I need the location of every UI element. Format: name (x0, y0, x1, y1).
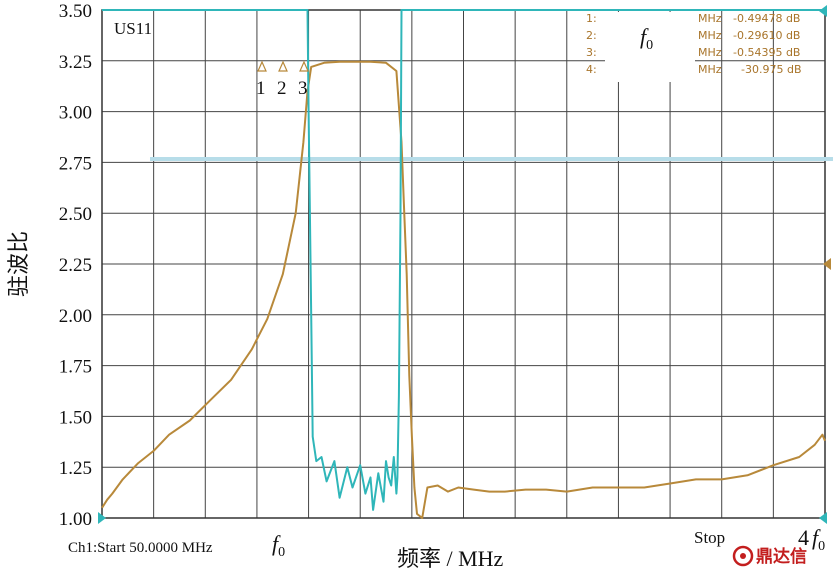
marker-row-4-value: -30.975 dB (741, 63, 801, 76)
trace-label: US11 (114, 19, 152, 38)
stop-f0-symbol: f (812, 525, 821, 550)
marker-row-2-unit: MHz (698, 29, 722, 42)
marker-row-2-id: 2: (586, 29, 597, 42)
stop-label: Stop (694, 528, 725, 547)
logo-icon-dot (740, 553, 746, 559)
marker-row-3-value: -0.54395 dB (733, 46, 800, 59)
marker-row-4-id: 4: (586, 63, 597, 76)
series-line-1 (101, 60, 826, 519)
logo-watermark: 鼎达信 (732, 545, 807, 567)
x-axis-label: 频率 / MHz (397, 546, 504, 571)
f0-symbol: f (272, 531, 281, 556)
y-tick-label: 1.75 (59, 357, 92, 378)
y-tick-label: 2.00 (59, 306, 92, 327)
start-label: Ch1:Start 50.0000 MHz (68, 540, 213, 556)
marker-row-2-value: -0.29610 dB (733, 29, 800, 42)
marker-triangle-2 (278, 60, 288, 72)
marker-row-1-value: -0.49478 dB (733, 12, 800, 25)
marker-row-1-unit: MHz (698, 12, 722, 25)
marker-row-3-unit: MHz (698, 46, 722, 59)
y-tick-label: 1.00 (59, 509, 92, 530)
series-line-2 (102, 9, 825, 511)
y-tick-label: 3.50 (59, 1, 92, 22)
marker-table: 1: MHz -0.49478 dB 2: MHz -0.29610 dB 3:… (586, 12, 801, 76)
stop-multiplier-number: 4 (798, 525, 809, 550)
y-tick-label: 3.25 (59, 52, 92, 73)
marker-table-f0-subscript: 0 (646, 38, 653, 53)
marker-row-3-id: 3: (586, 46, 597, 59)
left-axis-arrow-bottom (98, 512, 106, 524)
f0-subscript: 0 (278, 545, 285, 560)
grid-lines (102, 10, 825, 518)
reference-level-arrow (823, 258, 831, 270)
y-tick-label: 1.50 (59, 407, 92, 428)
y-tick-label: 1.25 (59, 458, 92, 479)
marker-triangles (257, 60, 309, 72)
series-lines (101, 9, 826, 519)
right-axis-arrow-bottom (819, 512, 827, 524)
y-tick-label: 2.75 (59, 153, 92, 174)
marker-number-1: 1 (256, 78, 266, 99)
marker-triangle-3 (299, 60, 309, 72)
logo-text: 鼎达信 (756, 546, 807, 567)
marker-table-f0: f0 (640, 24, 653, 53)
y-tick-label: 2.50 (59, 204, 92, 225)
f0-label: f0 (272, 531, 285, 560)
y-tick-labels: 1.00 1.25 1.50 1.75 2.00 2.25 2.50 2.75 3.00 3.25… (59, 1, 92, 530)
marker-triangle-1 (257, 60, 267, 72)
marker-row-1-id: 1: (586, 12, 597, 25)
marker-number-3: 3 (298, 78, 308, 99)
right-axis-arrow-top (819, 5, 827, 17)
stop-f0-subscript: 0 (818, 539, 825, 554)
marker-row-4-unit: MHz (698, 63, 722, 76)
y-tick-label: 2.25 (59, 255, 92, 276)
y-axis-label: 驻波比 (7, 231, 32, 297)
marker-table-mask (605, 12, 695, 82)
marker-table-f0-symbol: f (640, 24, 649, 49)
logo-icon (732, 545, 754, 567)
marker-number-2: 2 (277, 78, 287, 99)
y-tick-label: 3.00 (59, 103, 92, 124)
stop-multiplier: 4 f0 (798, 525, 825, 554)
